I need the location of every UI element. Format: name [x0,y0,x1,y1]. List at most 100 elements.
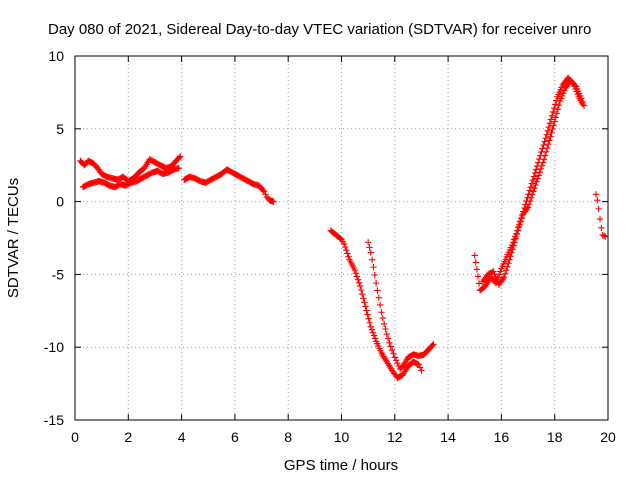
data-point-interp [554,106,562,113]
data-point-interp [517,215,525,222]
x-tick-label: 8 [284,429,292,445]
data-point-interp [390,350,397,357]
data-point-interp [502,267,510,274]
data-point-interp [529,176,537,184]
data-point [596,215,604,223]
data-point [535,172,542,179]
y-tick-label: 5 [56,121,64,137]
data-point-interp [549,125,556,133]
data-point [383,330,391,338]
y-tick-label: 10 [48,48,64,64]
data-point-interp [523,197,530,205]
data-point-interp [528,180,535,187]
data-point-interp [371,271,379,279]
data-point [548,112,556,119]
data-point-interp [504,263,511,271]
data-point [430,341,437,348]
data-point-interp [363,307,370,314]
series-seg3-b [479,74,586,288]
data-point [595,205,602,213]
data-point-interp [524,194,531,201]
data-point [351,266,359,274]
x-tick-label: 6 [231,429,239,445]
data-point-interp [518,211,526,219]
data-point-interp [544,127,551,135]
data-point-interp [370,332,378,339]
data-point-interp [474,273,482,280]
data-point-interp [510,242,517,250]
data-point-interp [392,357,400,364]
data-point [391,354,398,361]
data-point-interp [358,286,365,294]
data-point [522,201,529,208]
series-seg2-a [327,227,425,381]
data-point-interp [345,253,352,260]
data-point [356,282,364,290]
data-point [375,294,383,301]
data-point-interp [537,165,545,173]
data-point-interp [539,145,546,152]
data-point-interp [549,108,557,116]
data-point-interp [262,191,269,198]
series-seg1-upper [77,153,184,185]
data-point-interp [354,276,362,283]
data-point [386,339,393,347]
data-point-interp [507,253,514,260]
series-seg1-lower [79,164,183,191]
data-point-interp [569,79,576,86]
data-point-interp [552,101,559,108]
data-point-interp [416,364,424,371]
data-point-interp [545,141,552,148]
x-tick-label: 16 [494,429,510,445]
data-point-interp [360,295,367,302]
data-point [362,303,369,310]
data-point-interp [537,152,544,159]
y-tick-label: -10 [44,339,64,355]
data-point-interp [553,110,561,117]
data-point-interp [513,231,521,238]
data-point-interp [414,360,421,368]
data-point [370,263,377,271]
data-point-interp [550,104,558,112]
data-point [551,118,558,125]
data-point-interp [259,187,267,194]
data-point [602,233,609,240]
data-point [270,198,277,205]
data-point-interp [384,335,392,342]
data-point-interp [344,250,351,257]
data-point [527,183,534,191]
data-point-interp [499,275,507,282]
data-point-interp [512,235,519,242]
data-point [175,164,183,172]
data-point-interp [176,154,183,161]
data-point-interp [521,204,528,212]
data-point-interp [533,178,540,185]
x-tick-label: 12 [387,429,403,445]
data-point [511,239,518,246]
data-point-interp [472,259,480,266]
data-point-interp [540,141,547,149]
x-tick-label: 18 [547,429,563,445]
plot-frame [74,55,609,421]
data-point-interp [508,249,515,257]
data-points [77,74,609,381]
data-point-interp [376,301,384,309]
data-point [538,148,545,156]
data-point-interp [369,329,377,336]
data-point-interp [548,129,555,137]
data-point-interp [532,181,539,189]
data-point [380,320,388,328]
data-point-interp [355,279,363,287]
grid [75,56,608,420]
data-point-interp [545,123,553,131]
data-point-interp [534,175,541,182]
data-point-interp [473,266,481,273]
data-point-interp [366,244,373,251]
data-point [378,309,385,316]
x-tick-label: 14 [440,429,456,445]
data-point-interp [368,326,376,333]
data-point [415,361,422,368]
data-point-interp [365,315,372,322]
chart-title: Day 080 of 2021, Sidereal Day-to-day VTE… [48,21,591,38]
